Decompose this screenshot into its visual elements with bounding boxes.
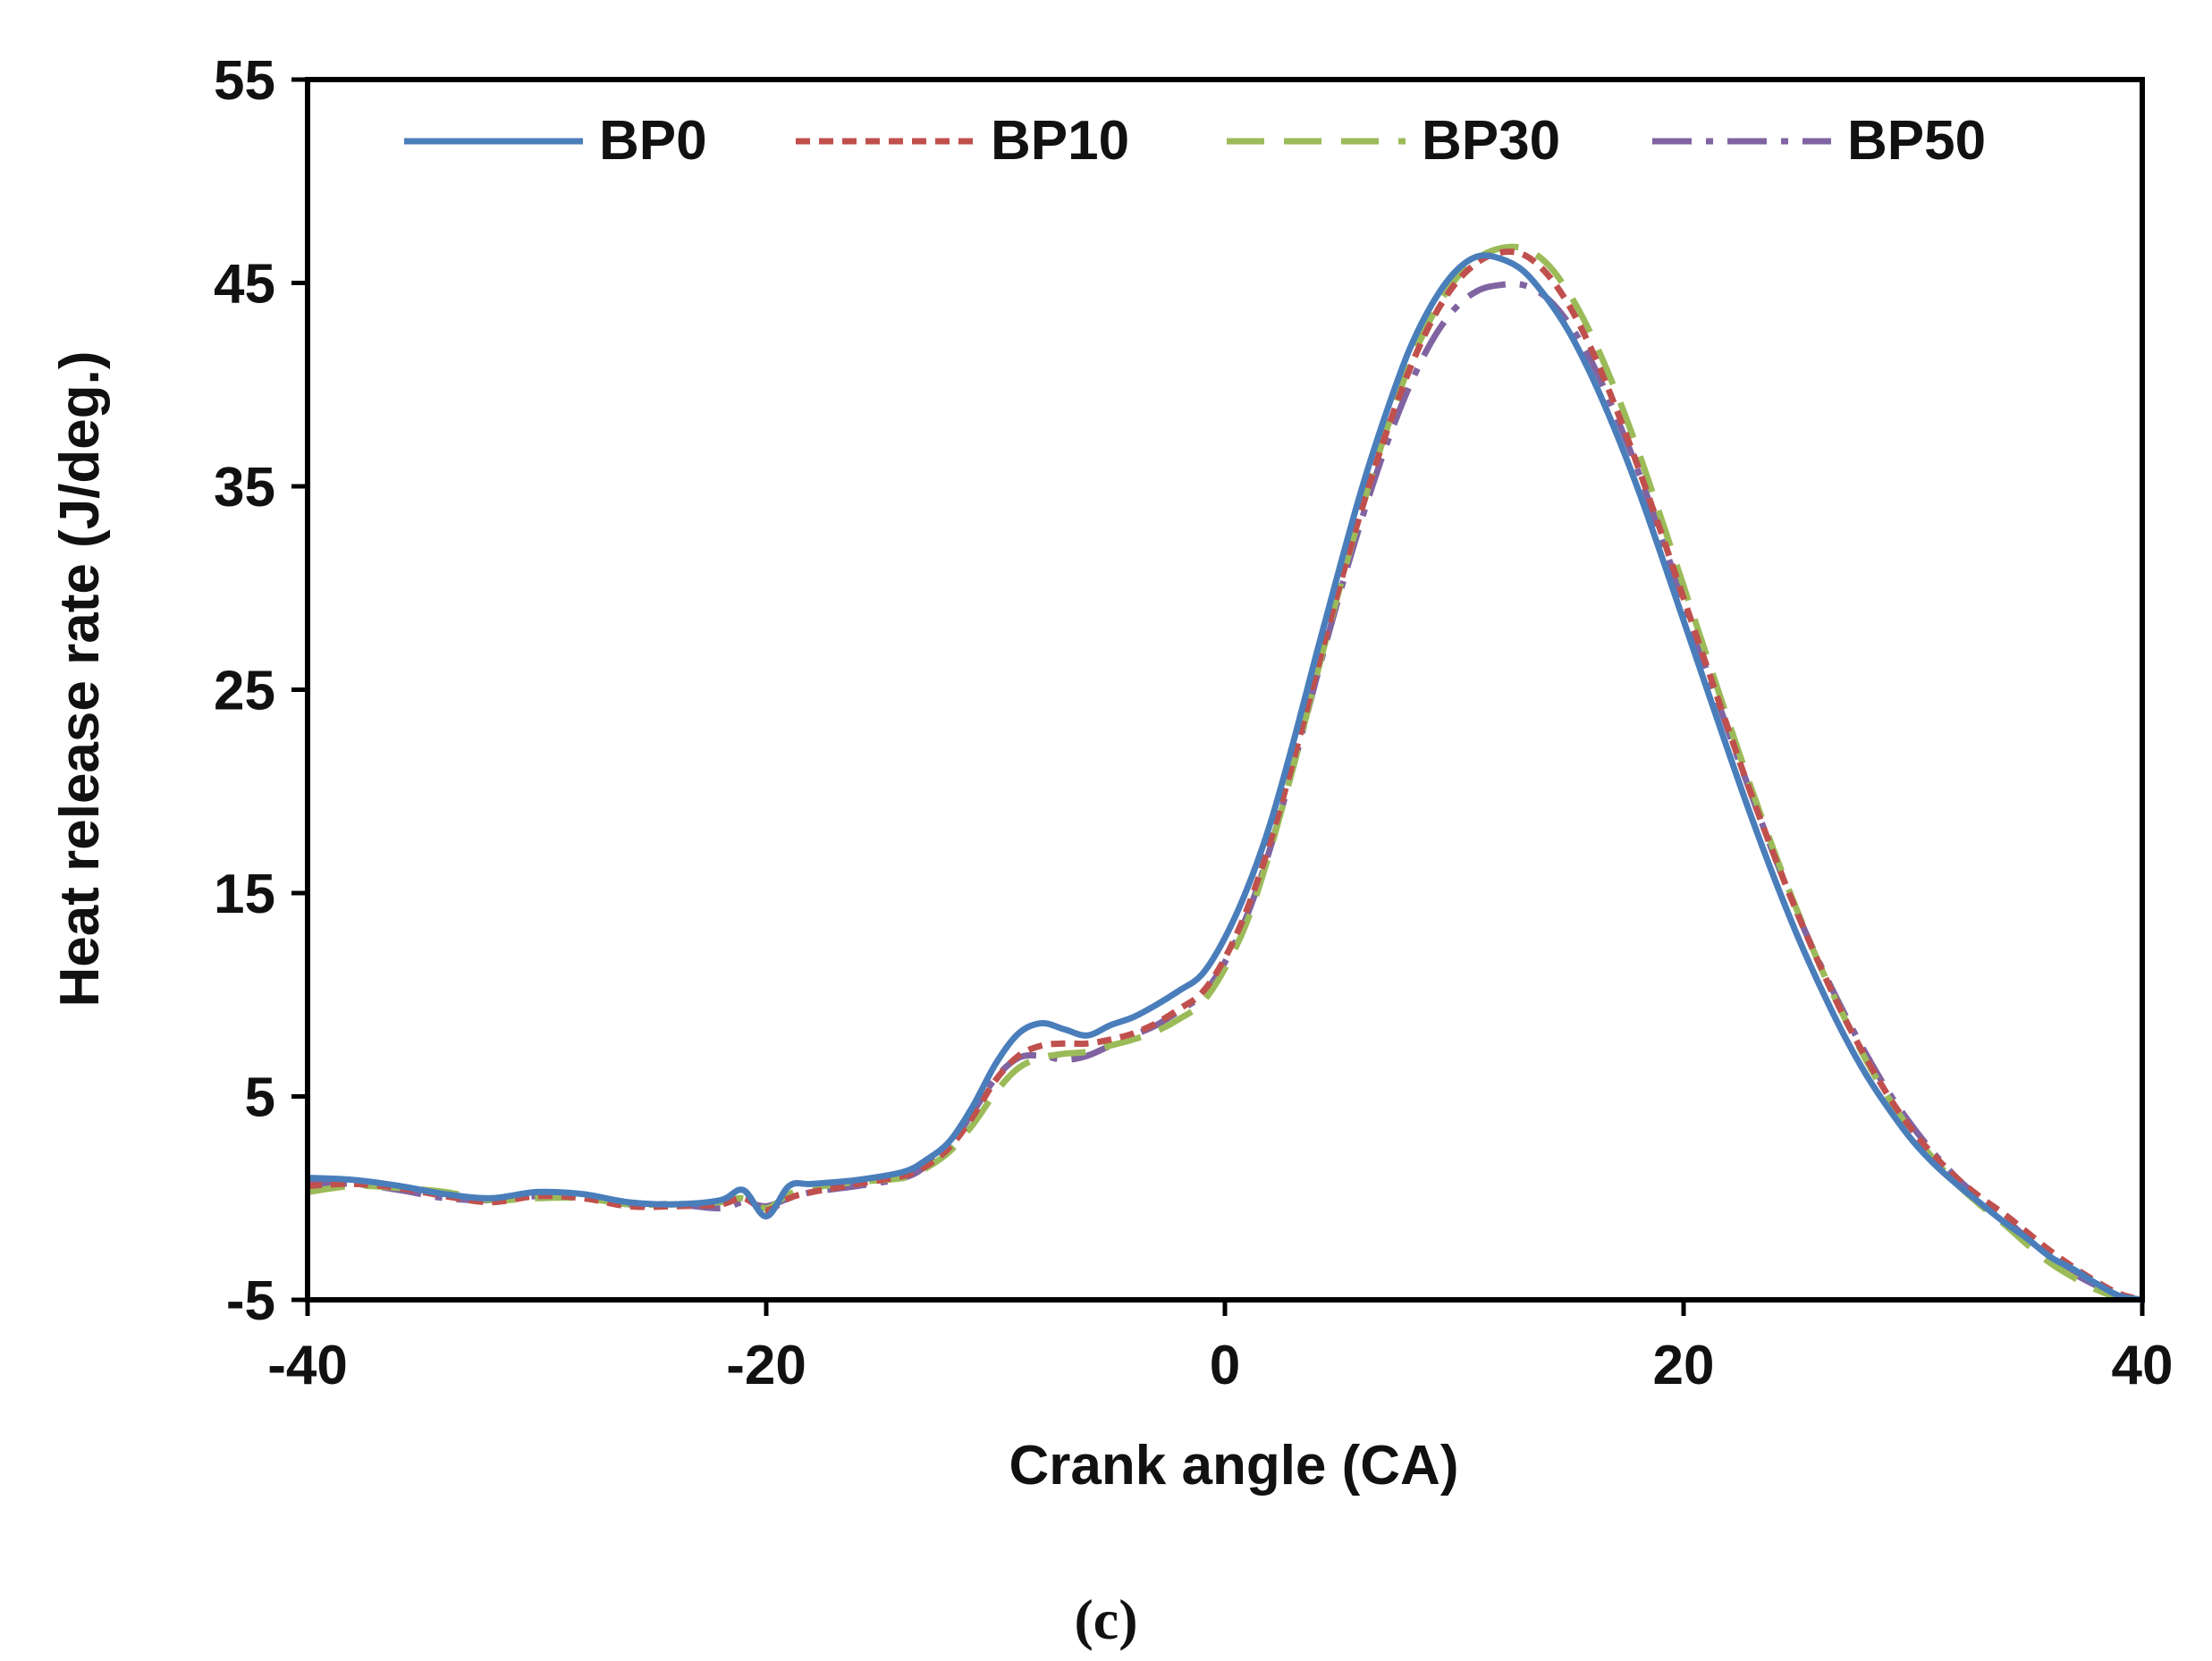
y-tick-label: -5 [226, 1270, 275, 1332]
legend-label-bp0: BP0 [599, 110, 707, 172]
series-line-bp50 [307, 280, 2143, 1303]
x-tick-label: 0 [1210, 1335, 1240, 1396]
series-line-bp30 [307, 243, 2143, 1303]
plot-frame [305, 77, 2145, 1303]
legend-label-bp50: BP50 [1847, 110, 1986, 172]
legend: BP0 BP10 BP30 BP50 [404, 110, 1986, 172]
y-tick-label: 35 [214, 457, 275, 519]
series-line-bp0 [307, 252, 2143, 1303]
legend-label-bp10: BP10 [991, 110, 1129, 172]
y-axis-title: Heat release rate (J/deg.) [49, 350, 111, 1007]
x-tick-label: -40 [267, 1335, 348, 1396]
x-axis-title: Crank angle (CA) [1009, 1435, 1459, 1497]
series-line-bp10 [307, 248, 2143, 1303]
x-tick-label: 20 [1653, 1335, 1715, 1396]
legend-label-bp30: BP30 [1422, 110, 1560, 172]
x-axis: -40 -20 0 20 40 [267, 1300, 2173, 1396]
x-tick-label: -20 [726, 1335, 806, 1396]
y-tick-label: 5 [245, 1067, 275, 1129]
y-tick-label: 15 [214, 864, 275, 925]
plot-series [307, 243, 2143, 1303]
panel-label: (c) [1074, 1588, 1137, 1651]
y-tick-label: 25 [214, 661, 275, 722]
x-tick-label: 40 [2112, 1335, 2174, 1396]
y-tick-label: 45 [214, 254, 275, 316]
y-axis: -5 5 15 25 35 45 55 [214, 50, 308, 1332]
y-tick-label: 55 [214, 50, 275, 112]
